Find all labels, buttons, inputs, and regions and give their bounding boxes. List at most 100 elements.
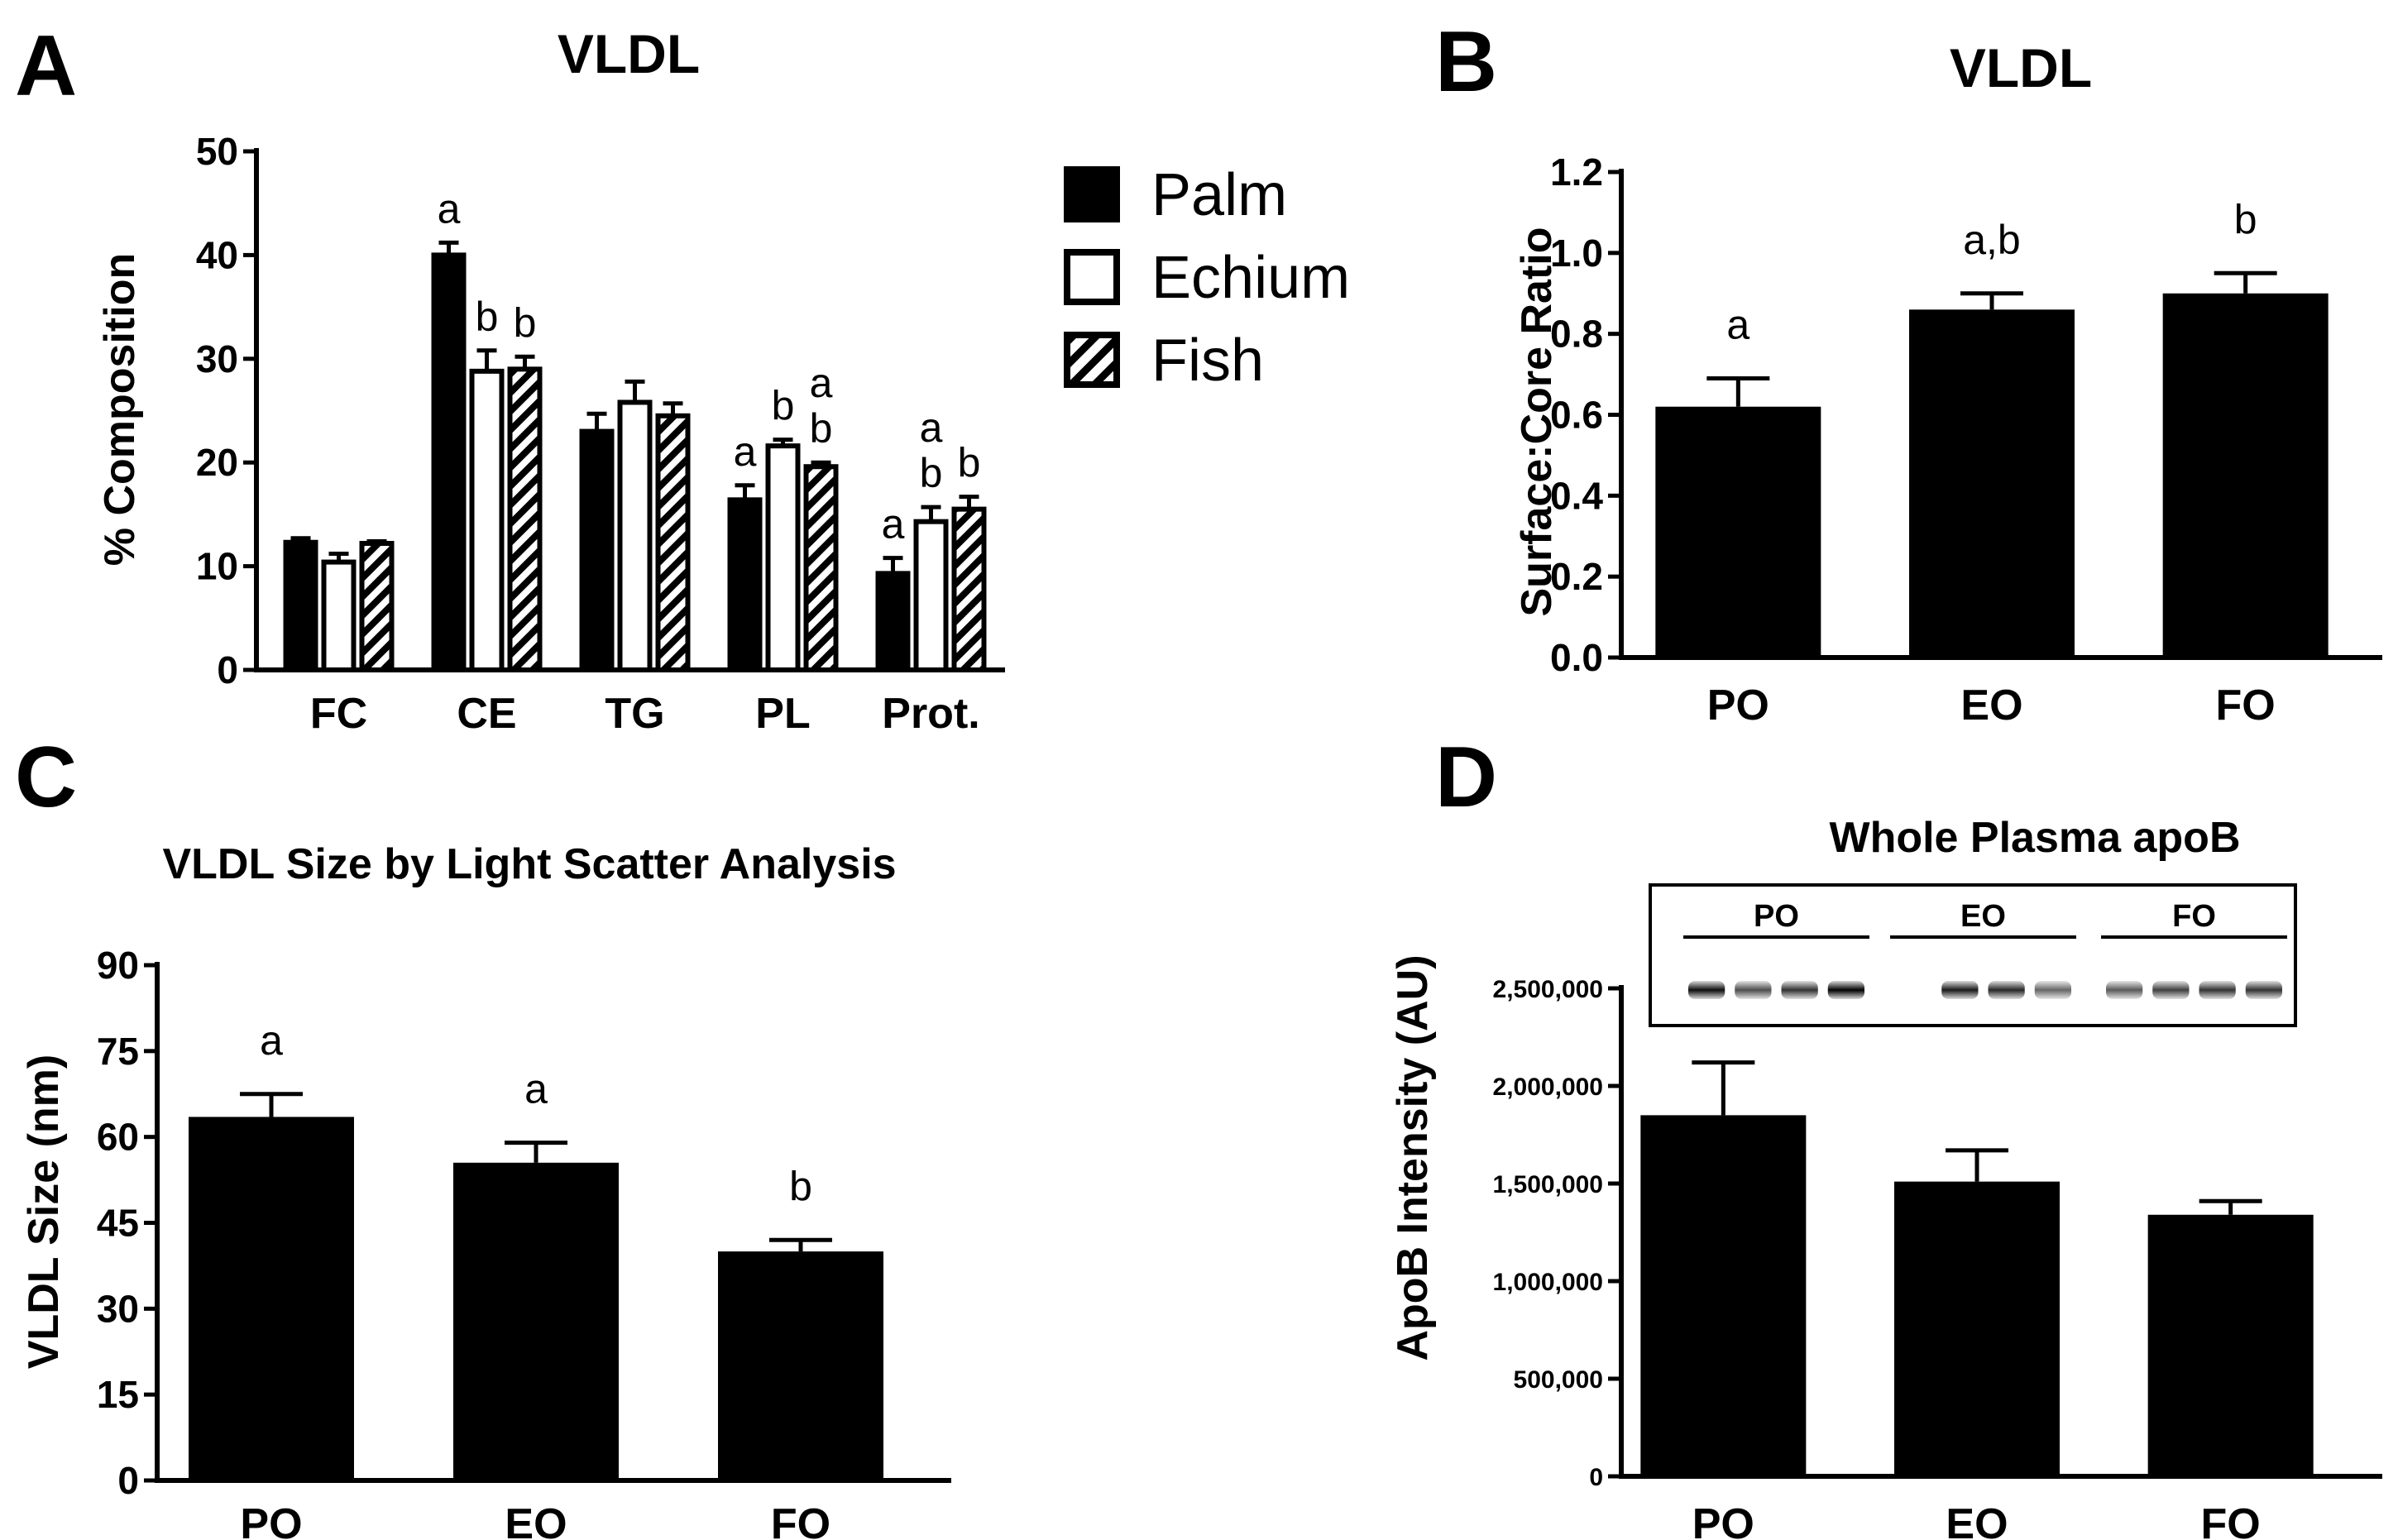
panel-d-blot-band	[1688, 981, 1726, 999]
panel-a-legend-label-palm: Palm	[1151, 162, 1287, 228]
panel-d-bar-po	[1640, 1115, 1807, 1476]
panel-d-blot-group-label: PO	[1754, 899, 1799, 934]
panel-a-bar-echium	[765, 443, 801, 672]
panel-a-bar-fish	[951, 506, 987, 672]
panel-d-title: Whole Plasma apoB	[1830, 814, 2241, 862]
panel-c-y-tick-label: 45	[97, 1202, 139, 1245]
panel-c-x-tick-label: EO	[505, 1500, 567, 1540]
panel-a-y-label: % Composition	[96, 253, 144, 566]
panel-c-title: VLDL Size by Light Scatter Analysis	[162, 840, 896, 888]
panel-b-y-label: Surface:Core Ratio	[1513, 227, 1561, 617]
panel-d-x-tick-label: EO	[1946, 1500, 2008, 1540]
panel-d-blot-band	[2245, 981, 2282, 999]
panel-c-y-tick-label: 90	[97, 944, 139, 987]
panel-b-y-tick-label: 0.6	[1550, 394, 1603, 437]
panel-b-y-tick-label: 1.2	[1550, 151, 1603, 194]
panel-b-x-tick-label: EO	[1960, 682, 2022, 729]
panel-a-bar-palm	[875, 571, 911, 672]
panel-d-y-label: ApoB Intensity (AU)	[1389, 954, 1437, 1361]
panel-b-title: VLDL	[1950, 37, 2092, 98]
panel-a-legend-label-fish: Fish	[1151, 328, 1264, 394]
panel-a-y-tick-label: 30	[196, 337, 238, 380]
panel-a-x-tick-label: PL	[755, 690, 810, 738]
panel-a-x-tick-label: TG	[605, 690, 664, 738]
panel-a-legend-swatch-palm	[1064, 166, 1120, 222]
panel-a-bar-echium	[617, 399, 653, 672]
panel-a-bar-fish	[655, 413, 691, 672]
panel-d-blot-band	[2034, 981, 2071, 999]
panel-a-significance-letter: a	[810, 360, 833, 406]
panel-b-significance-letter: a,b	[1963, 217, 2021, 263]
panel-a-x-tick-label: Prot.	[882, 690, 979, 738]
panel-c-y-tick-label: 15	[97, 1373, 139, 1416]
panel-c-bar-eo	[453, 1162, 619, 1480]
panel-d-blot-group-label: EO	[1960, 899, 2006, 934]
panel-c-chart: VLDL Size by Light Scatter Analysis VLDL…	[20, 840, 951, 1540]
panel-a-bar-echium	[469, 368, 505, 672]
panel-a-bar-fish	[803, 464, 839, 672]
panel-c-significance-letter: a	[524, 1066, 548, 1112]
panel-a-legend-swatch-fish	[1064, 332, 1120, 388]
panel-c-plot-area: 0 15 30 45 60 75 90 PO a EO a FO b	[97, 944, 951, 1540]
panel-d-y-tick-label: 500,000	[1514, 1366, 1603, 1394]
panel-d-blot-band	[1781, 981, 1818, 999]
panel-b-bar-eo	[1909, 309, 2075, 658]
panel-d-western-blot: PO EO FO	[1649, 883, 2297, 1027]
panel-c-x-tick-label: PO	[240, 1500, 302, 1540]
panel-d-y-tick-label: 1,500,000	[1493, 1171, 1603, 1198]
panel-d-blot-band	[2199, 981, 2236, 999]
panel-d-x-tick-label: PO	[1692, 1500, 1754, 1540]
panel-d-y-tick-label: 2,000,000	[1493, 1074, 1603, 1101]
panel-a-significance-letter: a	[734, 428, 757, 475]
panel-d-blot-group-label: FO	[2172, 899, 2216, 934]
panel-c-y-tick-label: 75	[97, 1030, 139, 1073]
panel-d-y-tick-label: 1,000,000	[1493, 1269, 1603, 1296]
panel-a-bar-echium	[321, 559, 357, 672]
panel-a-bar-palm	[579, 428, 615, 673]
panel-d-blot-band	[2106, 981, 2143, 999]
panel-a-legend-swatch-echium	[1064, 249, 1120, 305]
panel-c-bar-po	[189, 1117, 354, 1480]
panel-a-legend-label-echium: Echium	[1151, 245, 1350, 311]
panel-a-y-tick-label: 10	[196, 545, 238, 588]
panel-a-y-tick-label: 50	[196, 130, 238, 173]
panel-d-x-tick-label: FO	[2201, 1500, 2261, 1540]
panel-a-significance-letter: a	[438, 185, 461, 232]
panel-c-bar-fo	[718, 1251, 883, 1480]
panel-c-y-tick-label: 60	[97, 1116, 139, 1159]
panel-a-x-tick-label: FC	[310, 690, 367, 738]
panel-a-bar-palm	[283, 539, 318, 672]
panel-c-significance-letter: b	[789, 1163, 812, 1209]
panel-a-bar-palm	[727, 497, 763, 672]
panel-a-y-tick-label: 20	[196, 441, 238, 484]
panel-d-blot-band	[1735, 981, 1772, 999]
panel-a-legend: Palm Echium Fish	[1064, 162, 1350, 394]
panel-a-significance-letter: b	[476, 294, 499, 340]
panel-d-blot-band	[1941, 981, 1979, 999]
panel-d-blot-band	[2152, 981, 2190, 999]
panel-b-plot-area: 0.0 0.2 0.4 0.6 0.8 1.0 1.2 PO a EO a,b FO b	[1550, 151, 2382, 729]
panel-d-blot-frame	[1649, 883, 2297, 1027]
panel-a-significance-letter: b	[920, 450, 943, 496]
panel-d-bar-fo	[2147, 1214, 2314, 1476]
panel-letter-c: C	[15, 729, 77, 825]
panel-c-x-tick-label: FO	[771, 1500, 830, 1540]
panel-a-y-tick-label: 0	[217, 648, 238, 691]
panel-d-y-tick-label: 0	[1589, 1464, 1603, 1491]
panel-d-blot-band	[1988, 981, 2025, 999]
panel-a-x-tick-label: CE	[457, 690, 516, 738]
panel-c-significance-letter: a	[260, 1017, 283, 1064]
panel-b-chart: VLDL Surface:Core Ratio 0.0 0.2 0.4 0.6 0.8 1…	[1513, 37, 2382, 729]
panel-a-bar-fish	[359, 541, 395, 673]
panel-b-y-tick-label: 0.0	[1550, 636, 1603, 679]
panel-b-bar-po	[1655, 406, 1821, 658]
panel-b-x-tick-label: FO	[2216, 682, 2276, 729]
panel-a-significance-letter: a	[882, 501, 905, 548]
panel-b-y-tick-label: 0.2	[1550, 555, 1603, 598]
panel-d-plot-area: 0 500,000 1,000,000 1,500,000 2,000,000 2,500…	[1493, 976, 2382, 1540]
panel-a-bar-palm	[431, 252, 467, 672]
panel-c-y-tick-label: 0	[117, 1459, 139, 1502]
